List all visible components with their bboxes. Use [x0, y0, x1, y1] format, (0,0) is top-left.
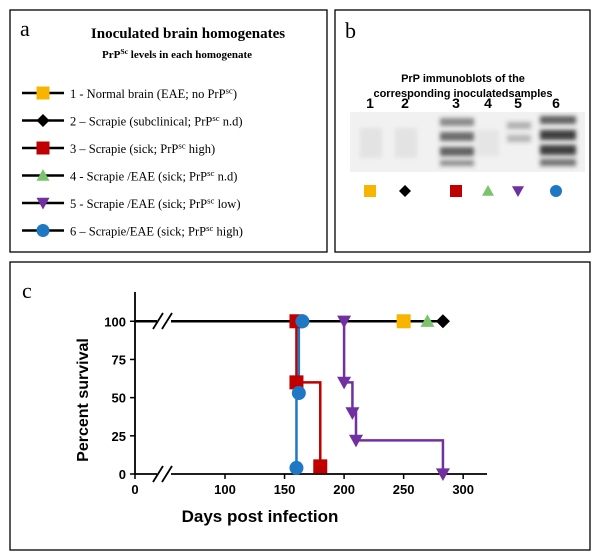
lane-label: 6: [552, 95, 560, 111]
marker-square: [364, 185, 376, 197]
blot-title: PrP immunoblots of the: [401, 73, 525, 85]
y-tick-label: 50: [112, 391, 126, 406]
y-tick-label: 0: [119, 467, 126, 482]
text-part: high): [213, 225, 243, 239]
text-part: 1 - Normal brain (EAE; no PrP: [70, 87, 226, 101]
marker-circle: [295, 314, 310, 329]
lane-label: 2: [401, 95, 409, 111]
survival-line: [135, 320, 303, 468]
x-tick-label: 100: [214, 482, 236, 497]
text-part: 2 – Scrapie (subclinical; PrP: [70, 115, 212, 129]
marker-square: [36, 141, 50, 155]
text-part: levels in each homogenate: [128, 49, 252, 61]
panel-letter: a: [20, 16, 30, 41]
lane-label: 5: [514, 95, 522, 111]
marker-circle: [550, 185, 562, 197]
blot-image: [350, 112, 585, 172]
lane-label: 4: [484, 95, 492, 111]
axis-break: [152, 312, 173, 483]
marker-triangle-down: [349, 434, 363, 448]
y-tick-label: 25: [112, 429, 126, 444]
marker-circle: [291, 386, 306, 401]
x-tick-label: 0: [131, 482, 138, 497]
panel-c-frame: [9, 261, 591, 551]
y-tick-label: 100: [104, 314, 126, 329]
marker-triangle-down: [512, 186, 524, 197]
legend-text: 2 – Scrapie (subclinical; PrPsc n.d): [70, 113, 243, 128]
panel-a-frame: [9, 9, 328, 253]
legend-text: 6 – Scrapie/EAE (sick; PrPsc high): [70, 223, 243, 238]
marker-triangle-down: [345, 407, 360, 420]
superscript: sc: [212, 113, 219, 123]
marker-triangle-down: [435, 468, 450, 481]
superscript: sc: [178, 141, 185, 151]
text-part: ): [233, 87, 237, 101]
marker-triangle: [420, 314, 435, 327]
marker-diamond: [399, 185, 411, 197]
marker-square: [396, 314, 411, 329]
marker-diamond: [36, 114, 50, 127]
superscript: sc: [226, 86, 233, 96]
blot-title: corresponding inoculatedsamples: [373, 88, 552, 100]
text-part: low): [214, 197, 240, 211]
panel-letter: b: [345, 18, 356, 43]
marker-triangle-down: [337, 376, 352, 390]
marker-diamond: [435, 314, 450, 329]
marker-square: [36, 86, 50, 100]
x-tick-label: 200: [333, 482, 355, 497]
superscript: Sc: [120, 47, 128, 56]
panel-b-frame: [334, 9, 591, 253]
marker-circle: [36, 224, 50, 237]
x-axis-label: Days post infection: [182, 507, 339, 526]
text-part: 4 - Scrapie /EAE (sick; PrP: [70, 170, 207, 184]
text-part: 6 – Scrapie/EAE (sick; PrP: [70, 225, 206, 239]
superscript: sc: [206, 223, 213, 233]
survival-line: [135, 320, 445, 474]
text-part: n.d): [214, 170, 237, 184]
text-part: high): [186, 142, 216, 156]
superscript: sc: [207, 196, 214, 206]
y-axis-label: Percent survival: [75, 338, 92, 462]
legend-text: 4 - Scrapie /EAE (sick; PrPsc n.d): [70, 168, 237, 183]
lane-label: 3: [452, 95, 460, 111]
text-part: PrP: [102, 49, 121, 61]
x-tick-label: 150: [274, 482, 296, 497]
marker-square: [313, 459, 328, 474]
legend-text: 3 – Scrapie (sick; PrPsc high): [70, 141, 215, 156]
superscript: sc: [207, 168, 214, 178]
blot-bands: [360, 116, 576, 166]
marker-triangle: [36, 169, 50, 181]
text-part: 5 - Scrapie /EAE (sick; PrP: [70, 197, 207, 211]
legend-text: 5 - Scrapie /EAE (sick; PrPsc low): [70, 196, 240, 211]
marker-triangle: [482, 185, 494, 196]
legend-text: 1 - Normal brain (EAE; no PrPsc): [70, 86, 237, 101]
text-part: n.d): [220, 115, 243, 129]
text-part: 3 – Scrapie (sick; PrP: [70, 142, 178, 156]
marker-circle: [289, 460, 304, 475]
legend-text: PrPSc levels in each homogenate: [102, 47, 252, 61]
panel-letter: c: [22, 278, 32, 303]
marker-triangle-down: [36, 197, 50, 210]
y-tick-label: 75: [112, 352, 126, 367]
lane-label: 1: [366, 95, 374, 111]
marker-square: [450, 185, 462, 197]
marker-triangle-down: [337, 315, 352, 329]
x-tick-label: 250: [393, 482, 415, 497]
marker-square: [289, 375, 304, 390]
x-tick-label: 300: [452, 482, 474, 497]
legend-title: Inoculated brain homogenates: [91, 26, 285, 42]
